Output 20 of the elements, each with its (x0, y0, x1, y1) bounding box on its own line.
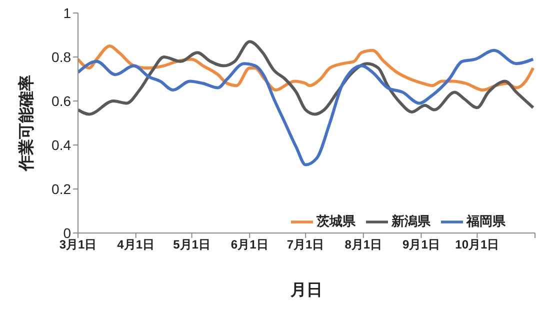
y-tick-label: 1 (63, 4, 72, 21)
line-series (78, 40, 535, 116)
x-tick-label: 10月1日 (455, 238, 500, 252)
x-tick-label: 7月1日 (286, 238, 324, 252)
x-tick-label: 5月1日 (173, 238, 210, 252)
x-tick-label: 8月1日 (344, 238, 382, 252)
legend-label: 福岡県 (466, 213, 506, 228)
legend-label: 新潟県 (392, 213, 430, 228)
y-axis-title: 作業可能確率 (16, 75, 36, 172)
y-tick-label: 0.2 (52, 180, 72, 197)
x-tick-label: 9月1日 (402, 238, 440, 252)
x-axis-title: 月日 (290, 282, 322, 299)
line-series (78, 48, 535, 166)
y-tick-label: 0.4 (52, 136, 72, 153)
y-tick-label: 0.8 (52, 48, 72, 65)
legend-label: 茨城県 (316, 213, 356, 228)
y-tick-label: 0.6 (52, 92, 72, 109)
x-tick-label: 4月1日 (117, 238, 155, 252)
x-tick-label: 6月1日 (230, 238, 268, 252)
x-tick-label: 3月1日 (59, 238, 97, 252)
